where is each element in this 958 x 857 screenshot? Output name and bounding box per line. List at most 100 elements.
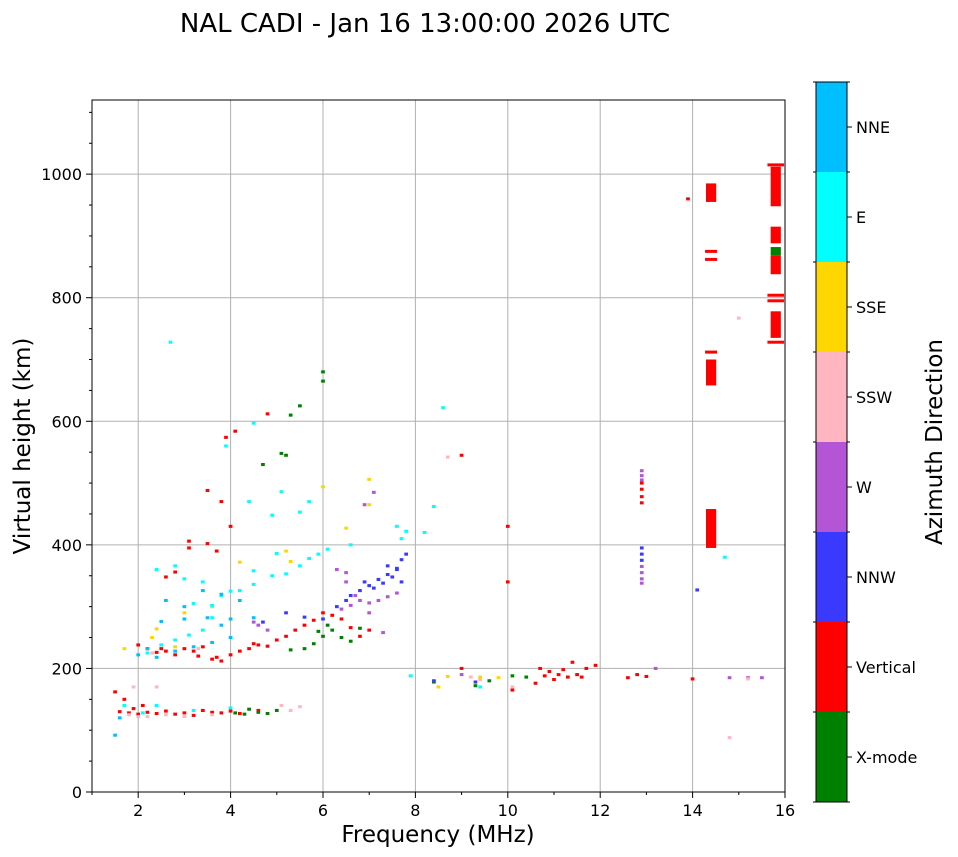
data-point-vertical [191, 649, 196, 653]
data-point-nne [113, 733, 117, 737]
data-point-nnw [399, 580, 404, 584]
data-point-vertical [205, 542, 210, 546]
data-point-w [344, 571, 348, 575]
data-point-w [385, 595, 390, 599]
y-axis-label: Virtual height (km) [10, 338, 36, 555]
data-dash-vertical [767, 293, 785, 297]
data-point-x-mode [339, 635, 344, 640]
data-point-ssw [279, 703, 284, 708]
data-point-w [639, 571, 644, 575]
data-point-e [251, 569, 256, 573]
data-point-nnw [432, 679, 436, 683]
data-point-nne [173, 649, 178, 653]
data-point-e [408, 674, 413, 678]
data-point-e [210, 603, 214, 607]
data-point-nnw [385, 564, 390, 568]
y-tick-label: 800 [51, 289, 82, 308]
data-point-e [284, 572, 288, 576]
data-point-w [251, 620, 256, 624]
y-tick-label: 1000 [41, 165, 82, 184]
data-point-vertical [233, 429, 238, 433]
data-point-w [395, 591, 399, 595]
data-point-vertical [182, 647, 187, 651]
data-point-sse [173, 645, 178, 649]
data-point-x-mode [348, 639, 353, 643]
data-point-nnw [302, 615, 307, 619]
data-point-nne [210, 640, 214, 645]
data-point-vertical [159, 647, 164, 651]
data-point-vertical [459, 666, 464, 670]
y-tick-label: 400 [51, 536, 82, 555]
data-point-nnw [284, 611, 288, 615]
data-point-nnw [335, 605, 339, 609]
data-point-vertical [117, 710, 122, 714]
x-axis-label: Frequency (MHz) [341, 822, 534, 848]
data-point-nne [228, 635, 233, 640]
data-point-vertical [552, 678, 556, 682]
colorbar-segment [816, 712, 847, 802]
colorbar-segment [816, 172, 847, 262]
data-point-x-mode [487, 679, 492, 683]
data-point-vertical [173, 570, 178, 574]
data-point-e [173, 638, 178, 642]
data-point-w [639, 581, 644, 585]
data-point-vertical [639, 501, 644, 505]
data-point-vertical [626, 676, 630, 680]
data-point-nnw [367, 584, 372, 588]
data-point-e [422, 530, 427, 535]
data-point-x-mode [288, 648, 293, 652]
data-point-e [270, 513, 275, 517]
data-point-nne [228, 617, 233, 621]
data-point-w [381, 631, 385, 635]
data-points [113, 163, 785, 740]
data-point-nnw [639, 552, 644, 556]
colorbar-label: Vertical [856, 658, 916, 677]
data-point-vertical [311, 618, 316, 622]
data-point-vertical [251, 642, 256, 646]
data-point-vertical [214, 549, 219, 553]
x-tick-label: 14 [682, 801, 702, 820]
x-tick-label: 8 [410, 801, 420, 820]
colorbar-label: W [856, 478, 872, 497]
data-point-vertical [339, 617, 344, 621]
data-point-vertical [575, 673, 579, 677]
data-point-vertical [164, 709, 168, 713]
data-point-nnw [371, 586, 376, 590]
data-point-nnw [321, 617, 325, 621]
data-point-vertical [228, 653, 233, 657]
data-point-vertical [201, 645, 205, 649]
data-point-e [298, 510, 302, 514]
data-bar-vertical [770, 226, 781, 244]
data-point-e [279, 490, 284, 494]
data-point-vertical [164, 649, 168, 653]
data-point-vertical [136, 643, 141, 647]
data-point-e [307, 556, 311, 560]
data-point-w [376, 598, 381, 603]
data-point-vertical [639, 495, 644, 499]
y-tick-label: 0 [72, 783, 82, 802]
data-point-vertical [348, 626, 353, 630]
colorbar-label: NNE [856, 118, 890, 137]
data-point-nne [136, 653, 141, 657]
data-point-e [159, 643, 164, 647]
data-point-vertical [358, 634, 362, 638]
data-point-e [247, 500, 251, 504]
data-point-ssw [145, 715, 150, 719]
data-point-sse [284, 549, 288, 553]
data-point-nne [145, 647, 150, 651]
data-point-nne [154, 655, 159, 659]
data-point-ssw [478, 678, 482, 682]
data-point-w [639, 474, 644, 478]
data-point-vertical [505, 524, 510, 528]
data-point-w [639, 564, 644, 569]
data-point-e [201, 628, 205, 632]
data-point-nne [164, 598, 168, 603]
data-point-nnw [348, 593, 353, 598]
data-point-x-mode [311, 642, 316, 646]
data-point-vertical [293, 628, 298, 632]
data-point-nnw [344, 598, 348, 603]
data-point-e [154, 703, 159, 708]
data-point-vertical [228, 524, 233, 528]
data-point-sse [237, 560, 242, 564]
